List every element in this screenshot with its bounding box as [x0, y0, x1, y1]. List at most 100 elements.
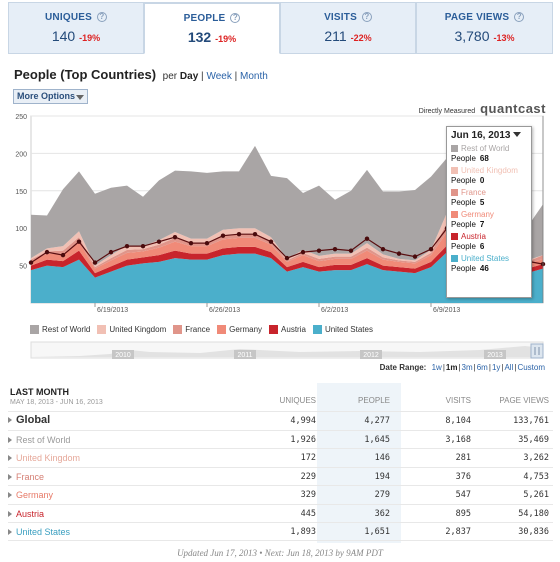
total-point[interactable]: [364, 236, 370, 241]
tooltip-series-value: People 6: [451, 242, 485, 251]
row-name[interactable]: Rest of World: [8, 435, 70, 445]
directly-measured-label: Directly Measured: [418, 108, 476, 115]
period-separator: |: [234, 71, 238, 82]
chart-tooltip: Jun 16, 2013 Rest of World People 68 United…: [446, 126, 532, 298]
date-range-option-1y[interactable]: 1y: [491, 363, 501, 372]
expand-triangle-icon[interactable]: [8, 455, 12, 461]
total-point[interactable]: [60, 252, 66, 258]
row-name[interactable]: United Kingdom: [8, 453, 80, 463]
total-point[interactable]: [412, 254, 418, 259]
total-point[interactable]: [172, 234, 178, 240]
total-point[interactable]: [156, 239, 162, 244]
tooltip-series-name: Germany: [451, 210, 527, 219]
total-point[interactable]: [268, 239, 274, 244]
total-point[interactable]: [284, 255, 290, 261]
tab-page-views-value: 3,780: [454, 28, 490, 44]
table-row[interactable]: Global 4,994 4,277 8,104 133,761: [8, 411, 553, 430]
row-name[interactable]: United States: [8, 527, 70, 537]
period-week-link[interactable]: Week: [206, 71, 232, 82]
total-point[interactable]: [188, 240, 194, 246]
legend-item[interactable]: United States: [312, 325, 373, 334]
date-range-option-3m[interactable]: 3m: [461, 363, 473, 372]
cell-uniques: 1,893: [290, 527, 316, 537]
row-name[interactable]: Global: [8, 414, 50, 426]
range-navigator[interactable]: 2010 2011 2012 2013: [0, 340, 560, 362]
total-point[interactable]: [220, 233, 226, 238]
expand-triangle-icon[interactable]: [8, 529, 12, 535]
legend-item[interactable]: France: [173, 325, 210, 334]
total-point[interactable]: [76, 239, 82, 244]
total-point[interactable]: [332, 246, 338, 252]
table-row[interactable]: United States 1,893 1,651 2,837 30,836: [8, 522, 553, 541]
total-point[interactable]: [108, 249, 114, 255]
row-name[interactable]: Germany: [8, 490, 53, 500]
total-point[interactable]: [396, 251, 402, 256]
legend-item[interactable]: Rest of World: [30, 325, 90, 334]
range-handle[interactable]: [530, 343, 544, 359]
period-month-link[interactable]: Month: [240, 71, 268, 82]
chart-legend: Rest of World United Kingdom France Germany…: [30, 325, 380, 334]
area-united-states[interactable]: [31, 252, 543, 303]
total-point[interactable]: [44, 249, 50, 255]
row-name[interactable]: France: [8, 472, 44, 482]
area-austria[interactable]: [31, 245, 543, 278]
help-icon[interactable]: ?: [514, 12, 525, 22]
legend-item[interactable]: Austria: [269, 325, 306, 334]
col-header-visits[interactable]: VISITS: [445, 396, 471, 405]
row-name[interactable]: Austria: [8, 509, 44, 519]
date-range-option-all[interactable]: All: [504, 363, 514, 372]
tab-page-views-label: PAGE VIEWS: [444, 12, 510, 23]
total-point[interactable]: [140, 243, 146, 249]
expand-triangle-icon[interactable]: [8, 473, 12, 480]
total-point[interactable]: [92, 260, 98, 265]
area-rest-of-world[interactable]: [31, 145, 543, 266]
table-row[interactable]: Austria 445 362 895 54,180: [8, 503, 553, 523]
tab-visits[interactable]: VISITS ? 211 -22%: [280, 2, 416, 54]
legend-item[interactable]: United Kingdom: [97, 325, 166, 334]
more-options-label: More Options: [17, 91, 75, 101]
help-icon[interactable]: ?: [230, 13, 241, 23]
col-header-uniques[interactable]: UNIQUES: [279, 396, 316, 405]
col-header-people[interactable]: PEOPLE: [357, 396, 390, 405]
total-point[interactable]: [428, 246, 434, 252]
col-header-page-views[interactable]: PAGE VIEWS: [499, 396, 549, 405]
date-range-option-1w[interactable]: 1w: [431, 363, 442, 372]
help-icon[interactable]: ?: [96, 12, 107, 22]
tooltip-date[interactable]: Jun 16, 2013: [451, 130, 527, 141]
total-point[interactable]: [380, 246, 386, 252]
total-point[interactable]: [236, 231, 242, 237]
table-title: LAST MONTH: [10, 387, 69, 397]
date-range-option-custom[interactable]: Custom: [517, 363, 545, 372]
total-point[interactable]: [316, 248, 322, 253]
period-day-link[interactable]: Day: [179, 71, 199, 82]
cell-people: 362: [374, 508, 390, 519]
total-point[interactable]: [252, 231, 258, 237]
total-point[interactable]: [204, 240, 210, 246]
total-point[interactable]: [348, 248, 354, 253]
page-title: People (Top Countries): [14, 67, 157, 82]
tab-uniques[interactable]: UNIQUES ? 140 -19%: [8, 2, 144, 54]
tab-people-change: -19%: [215, 34, 237, 44]
range-year-box: [360, 350, 382, 359]
total-point[interactable]: [124, 243, 130, 249]
area-germany[interactable]: [31, 231, 543, 274]
tab-people[interactable]: PEOPLE ? 132 -19%: [144, 2, 280, 54]
date-range-option-1m[interactable]: 1m: [445, 363, 458, 372]
more-options-dropdown[interactable]: More Options: [13, 89, 88, 104]
legend-item[interactable]: Germany: [217, 325, 262, 334]
date-range-option-6m[interactable]: 6m: [476, 363, 488, 372]
expand-triangle-icon[interactable]: [8, 417, 12, 423]
total-point[interactable]: [28, 260, 34, 265]
tab-page-views[interactable]: PAGE VIEWS ? 3,780 -13%: [416, 2, 553, 54]
table-row[interactable]: United Kingdom 172 146 281 3,262: [8, 448, 553, 467]
expand-triangle-icon[interactable]: [8, 436, 12, 443]
total-point[interactable]: [300, 249, 306, 255]
per-label: per: [162, 71, 178, 82]
expand-triangle-icon[interactable]: [8, 510, 12, 517]
table-row[interactable]: Germany 329 279 547 5,261: [8, 485, 553, 504]
help-icon[interactable]: ?: [361, 12, 372, 22]
expand-triangle-icon[interactable]: [8, 492, 12, 498]
table-row[interactable]: Rest of World 1,926 1,645 3,168 35,469: [8, 429, 553, 449]
cell-uniques: 4,994: [290, 416, 316, 426]
table-row[interactable]: France 229 194 376 4,753: [8, 466, 553, 486]
